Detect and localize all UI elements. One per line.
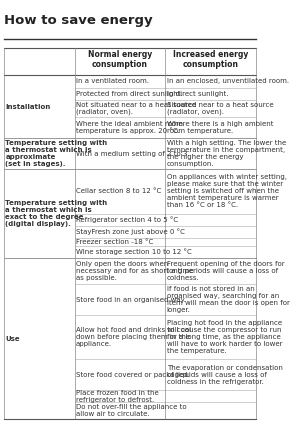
Text: Wine storage section 10 to 12 °C: Wine storage section 10 to 12 °C <box>76 249 192 255</box>
Text: How to save energy: How to save energy <box>4 14 153 27</box>
Text: Installation: Installation <box>5 104 50 110</box>
Text: Allow hot food and drinks to cool
down before placing them in the
appliance.: Allow hot food and drinks to cool down b… <box>76 327 191 347</box>
Text: In direct sunlight.: In direct sunlight. <box>167 91 228 97</box>
Text: Temperature setting with
a thermostat which is
exact to the degree
(digital disp: Temperature setting with a thermostat wh… <box>5 200 107 227</box>
Text: Normal energy
consumption: Normal energy consumption <box>88 50 152 69</box>
Text: With a medium setting of 2 to 3.: With a medium setting of 2 to 3. <box>76 150 190 157</box>
Text: Temperature setting with
a thermostat which is
approximate
(set in stages).: Temperature setting with a thermostat wh… <box>5 140 107 167</box>
Text: Increased energy
consumption: Increased energy consumption <box>173 50 249 69</box>
Text: Refrigerator section 4 to 5 °C: Refrigerator section 4 to 5 °C <box>76 216 178 223</box>
Text: Store food in an organised way.: Store food in an organised way. <box>76 297 186 303</box>
Text: If food is not stored in an
organised way, searching for an
item will mean the d: If food is not stored in an organised wa… <box>167 286 290 313</box>
Text: StayFresh zone just above 0 °C: StayFresh zone just above 0 °C <box>76 229 185 235</box>
Text: With a high setting. The lower the
temperature in the compartment,
the higher th: With a high setting. The lower the tempe… <box>167 140 286 167</box>
Text: In an enclosed, unventilated room.: In an enclosed, unventilated room. <box>167 79 289 85</box>
Text: Store food covered or packaged.: Store food covered or packaged. <box>76 372 190 378</box>
Text: Place frozen food in the
refrigerator to defrost.: Place frozen food in the refrigerator to… <box>76 390 159 403</box>
Text: Protected from direct sunlight.: Protected from direct sunlight. <box>76 91 183 97</box>
Text: On appliances with winter setting,
please make sure that the winter
setting is s: On appliances with winter setting, pleas… <box>167 174 287 208</box>
Text: Freezer section -18 °C: Freezer section -18 °C <box>76 239 153 245</box>
Text: Not situated near to a heat source
(radiator, oven).: Not situated near to a heat source (radi… <box>76 102 196 115</box>
Text: Where there is a high ambient
room temperature.: Where there is a high ambient room tempe… <box>167 121 273 134</box>
Text: The evaporation or condensation
of liquids will cause a loss of
coldness in the : The evaporation or condensation of liqui… <box>167 365 283 385</box>
Text: Do not over-fill the appliance to
allow air to circulate.: Do not over-fill the appliance to allow … <box>76 405 187 417</box>
Text: Placing hot food in the appliance
will cause the compressor to run
for a long ti: Placing hot food in the appliance will c… <box>167 320 282 354</box>
Text: Situated near to a heat source
(radiator, oven).: Situated near to a heat source (radiator… <box>167 102 273 115</box>
Text: Frequent opening of the doors for
long periods will cause a loss of
coldness.: Frequent opening of the doors for long p… <box>167 261 284 281</box>
Text: Use: Use <box>5 336 20 342</box>
Text: Cellar section 8 to 12 °C: Cellar section 8 to 12 °C <box>76 188 161 194</box>
Text: In a ventilated room.: In a ventilated room. <box>76 79 149 85</box>
Text: Where the ideal ambient room
temperature is approx. 20 °C.: Where the ideal ambient room temperature… <box>76 121 183 134</box>
Text: Only open the doors when
necessary and for as short a time
as possible.: Only open the doors when necessary and f… <box>76 261 194 281</box>
